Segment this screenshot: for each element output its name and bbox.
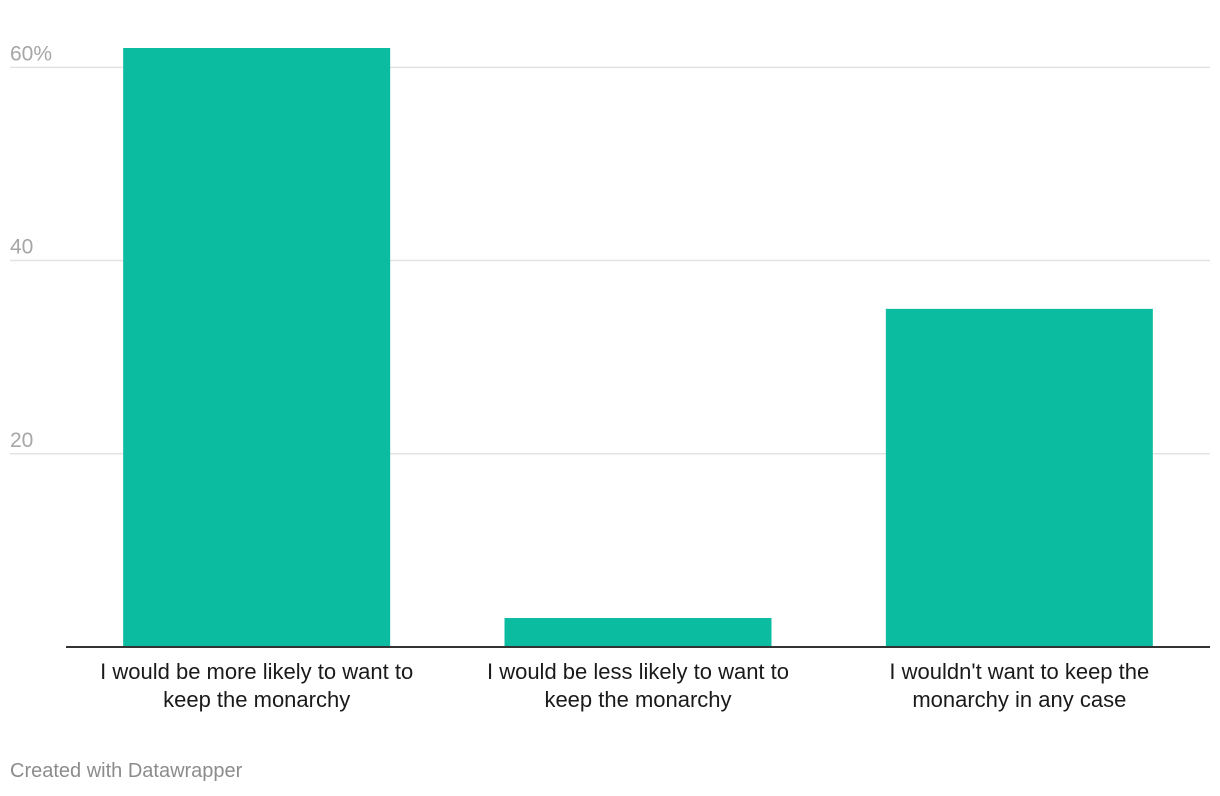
bar-3 [885, 308, 1153, 647]
y-tick-label: 20 [10, 429, 33, 452]
y-tick-label: 60% [10, 42, 52, 65]
y-axis-ticks: 20 40 60% [10, 42, 52, 451]
category-label-1: I would be more likely to want to keep th… [100, 659, 413, 712]
category-label-2: I would be less likely to want to keep th… [487, 659, 789, 712]
datawrapper-credit: Created with Datawrapper [10, 760, 243, 782]
y-tick-label: 40 [10, 236, 33, 259]
bars [123, 48, 1153, 647]
bar-1 [123, 48, 391, 647]
category-labels: I would be more likely to want to keep th… [100, 659, 1149, 712]
category-label-3: I wouldn't want to keep the monarchy in a… [889, 659, 1149, 712]
bar-2 [504, 618, 772, 647]
